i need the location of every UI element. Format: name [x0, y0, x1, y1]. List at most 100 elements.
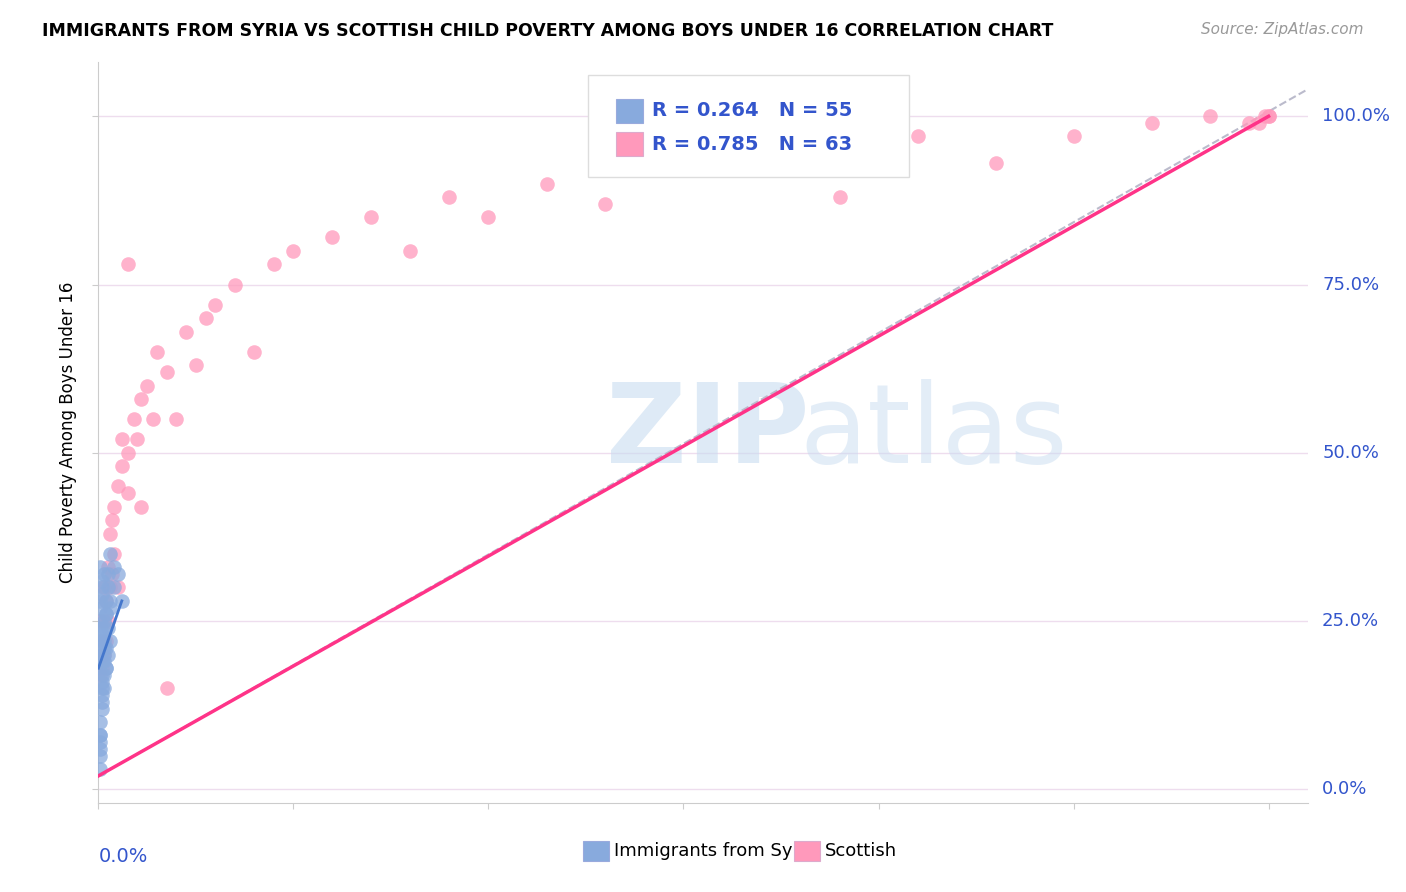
- Point: [91, 627, 114, 641]
- Point: [93, 566, 115, 581]
- Text: IMMIGRANTS FROM SYRIA VS SCOTTISH CHILD POVERTY AMONG BOYS UNDER 16 CORRELATION : IMMIGRANTS FROM SYRIA VS SCOTTISH CHILD …: [42, 22, 1053, 40]
- Point: [98, 526, 121, 541]
- Point: [93, 614, 115, 628]
- Point: [111, 433, 134, 447]
- Point: [93, 648, 115, 662]
- Point: [91, 668, 114, 682]
- Point: [224, 277, 246, 292]
- Point: [91, 648, 114, 662]
- Point: [98, 634, 121, 648]
- Text: Scottish: Scottish: [825, 842, 897, 860]
- Point: [89, 614, 111, 628]
- Point: [98, 600, 121, 615]
- Point: [107, 479, 129, 493]
- Point: [93, 634, 115, 648]
- Point: [122, 412, 145, 426]
- Point: [96, 607, 118, 622]
- Text: ZIP: ZIP: [606, 379, 810, 486]
- Point: [107, 581, 129, 595]
- Point: [103, 500, 125, 514]
- Point: [93, 621, 115, 635]
- Point: [97, 566, 120, 581]
- Point: [1237, 116, 1260, 130]
- Y-axis label: Child Poverty Among Boys Under 16: Child Poverty Among Boys Under 16: [59, 282, 77, 583]
- Point: [96, 594, 118, 608]
- Point: [93, 648, 115, 662]
- Point: [477, 211, 499, 225]
- Point: [321, 230, 343, 244]
- FancyBboxPatch shape: [588, 75, 908, 178]
- Text: R = 0.785   N = 63: R = 0.785 N = 63: [652, 135, 852, 153]
- FancyBboxPatch shape: [616, 99, 643, 123]
- Point: [439, 190, 461, 204]
- Point: [360, 211, 382, 225]
- Text: 0.0%: 0.0%: [98, 847, 148, 866]
- Point: [89, 594, 111, 608]
- Point: [136, 378, 159, 392]
- Point: [283, 244, 305, 258]
- Point: [97, 621, 120, 635]
- Point: [101, 513, 124, 527]
- Point: [89, 668, 111, 682]
- Point: [96, 661, 118, 675]
- Point: [907, 129, 929, 144]
- Point: [98, 581, 121, 595]
- Point: [91, 688, 114, 702]
- Point: [89, 729, 111, 743]
- Point: [828, 190, 851, 204]
- Point: [89, 600, 111, 615]
- Point: [91, 587, 114, 601]
- Point: [93, 681, 115, 696]
- Point: [1140, 116, 1163, 130]
- Point: [536, 177, 558, 191]
- Point: [174, 325, 197, 339]
- Point: [1247, 116, 1270, 130]
- Point: [103, 560, 125, 574]
- Point: [1257, 109, 1279, 123]
- Point: [127, 433, 149, 447]
- Point: [103, 581, 125, 595]
- Point: [91, 695, 114, 709]
- Point: [156, 681, 179, 696]
- Point: [97, 614, 120, 628]
- Point: [89, 648, 111, 662]
- Point: [156, 365, 179, 379]
- Text: 25.0%: 25.0%: [1322, 612, 1379, 630]
- Point: [204, 298, 226, 312]
- Point: [1253, 109, 1275, 123]
- Point: [91, 681, 114, 696]
- Point: [117, 257, 139, 271]
- Point: [165, 412, 187, 426]
- Point: [93, 668, 115, 682]
- Point: [399, 244, 422, 258]
- Point: [91, 574, 114, 588]
- Point: [1063, 129, 1085, 144]
- Point: [89, 748, 111, 763]
- Point: [131, 500, 153, 514]
- Text: 0.0%: 0.0%: [1322, 780, 1368, 798]
- Text: Source: ZipAtlas.com: Source: ZipAtlas.com: [1201, 22, 1364, 37]
- Text: R = 0.264   N = 55: R = 0.264 N = 55: [652, 102, 852, 120]
- Point: [142, 412, 165, 426]
- Point: [91, 674, 114, 689]
- Point: [89, 742, 111, 756]
- Point: [93, 614, 115, 628]
- Point: [89, 714, 111, 729]
- Point: [97, 581, 120, 595]
- Text: Immigrants from Syria: Immigrants from Syria: [614, 842, 817, 860]
- Point: [89, 634, 111, 648]
- Text: 50.0%: 50.0%: [1322, 444, 1379, 462]
- Point: [96, 607, 118, 622]
- Point: [89, 762, 111, 776]
- Point: [117, 486, 139, 500]
- Point: [243, 344, 266, 359]
- Point: [91, 581, 114, 595]
- Text: 75.0%: 75.0%: [1322, 276, 1379, 293]
- Point: [1257, 109, 1279, 123]
- Point: [117, 446, 139, 460]
- Point: [90, 621, 112, 635]
- Point: [96, 640, 118, 655]
- Point: [89, 614, 111, 628]
- Point: [89, 560, 111, 574]
- Point: [111, 594, 134, 608]
